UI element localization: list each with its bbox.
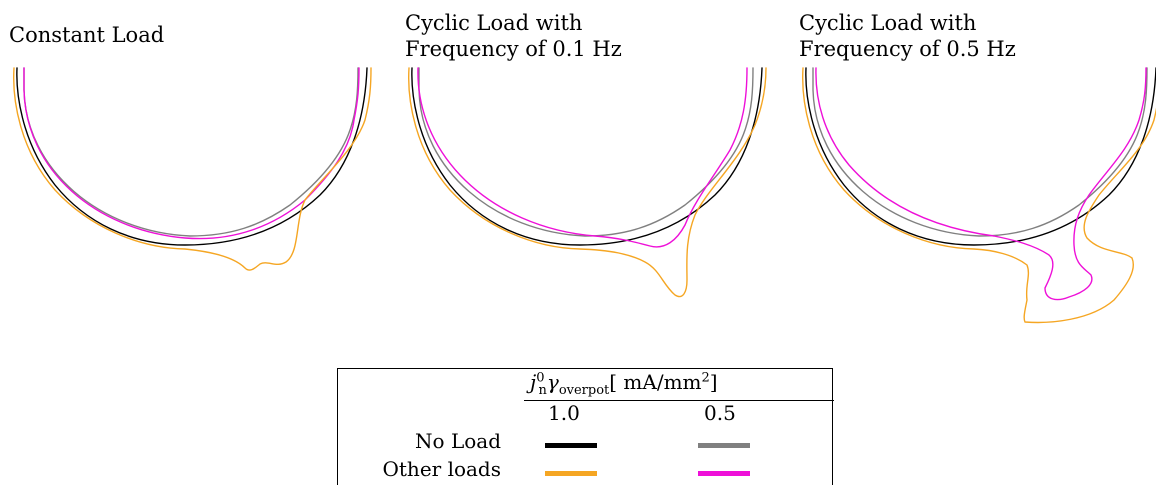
panel-2-diagram [408,67,767,298]
panel-1-no-load-0-5-curve [23,67,359,237]
legend-header-sub-n: n [538,383,547,398]
panel-3-no-load-0-5-curve [812,67,1148,237]
legend-col-1-label: 1.0 [548,401,580,425]
panel-3-other-1-0-curve [802,67,1156,324]
panel-1-other-1-0-curve [13,67,372,271]
panel-1-other-0-5-curve [23,67,360,240]
panel-2-other-0-5-curve [417,67,748,248]
legend-header-unit-sup: 2 [701,370,710,386]
panel-3-title: Cyclic Load with Frequency of 0.5 Hz [799,10,1016,62]
legend-row-1-label: No Load [415,429,501,453]
panel-1-title: Constant Load [9,22,164,48]
panel-3-other-0-5-curve [815,67,1147,301]
legend-header: j0nγoverpot[ mA/mm2] [530,370,718,398]
legend-header-gamma: γ [546,370,559,394]
legend-swatch-no-load-1-0 [545,443,597,448]
legend: j0nγoverpot[ mA/mm2] 1.0 0.5 No Load Oth… [337,368,834,485]
legend-swatch-other-1-0 [545,471,597,476]
panel-2-title-line-1: Cyclic Load with [405,11,583,35]
legend-col-2-label: 0.5 [704,401,736,425]
legend-header-unit-close: ] [709,370,718,394]
legend-header-sub-overpot: overpot [558,383,610,398]
legend-header-symbol: j [530,370,537,394]
panel-1-no-load-1-0-curve [16,67,368,246]
panel-2-title: Cyclic Load with Frequency of 0.1 Hz [405,10,622,62]
panel-2-other-1-0-curve [408,67,767,298]
legend-header-unit: [ mA/mm [609,370,702,394]
panel-3-title-line-1: Cyclic Load with [799,11,977,35]
panel-3-diagram [802,67,1156,324]
legend-swatch-no-load-0-5 [698,443,750,448]
legend-row-2-label: Other loads [382,457,502,481]
panel-1-diagram [13,67,372,271]
legend-header-rule [524,400,834,401]
panel-2-no-load-0-5-curve [418,67,754,237]
panel-2-title-line-2: Frequency of 0.1 Hz [405,37,622,61]
panel-1-title-line-1: Constant Load [9,23,165,47]
panel-2-no-load-1-0-curve [411,67,763,246]
legend-swatch-other-0-5 [698,471,750,476]
panel-3-no-load-1-0-curve [805,67,1156,246]
panel-3-title-line-2: Frequency of 0.5 Hz [799,37,1016,61]
legend-header-sup: 0 [536,370,545,386]
